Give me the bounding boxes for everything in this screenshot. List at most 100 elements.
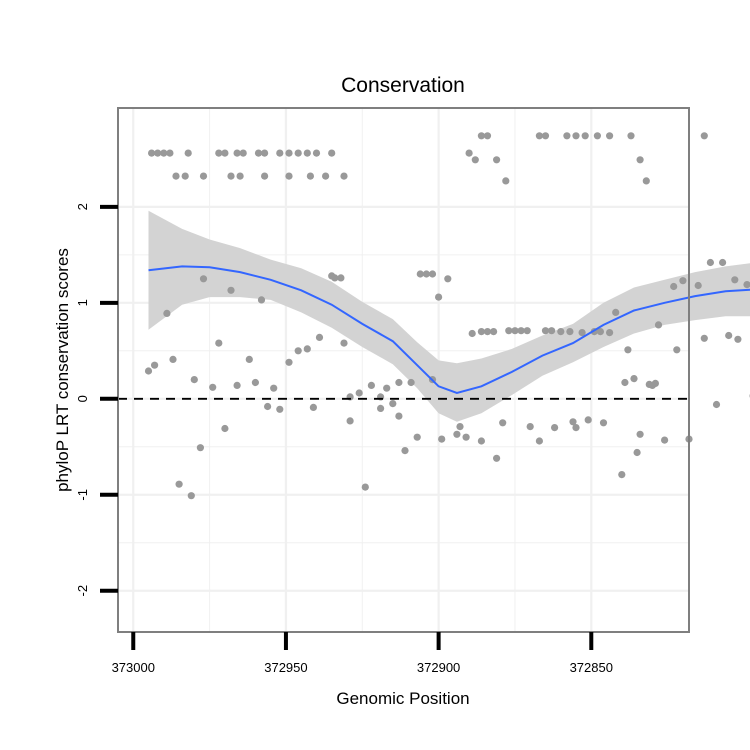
data-point [285, 172, 293, 180]
data-point [264, 402, 272, 411]
data-point [477, 328, 485, 336]
x-tick-label: 372850 [570, 660, 613, 675]
data-point [462, 433, 470, 441]
data-point [187, 492, 195, 500]
data-point [416, 270, 424, 278]
data-point [346, 417, 354, 425]
data-point [731, 276, 739, 284]
data-point [694, 281, 702, 290]
data-point [563, 132, 571, 140]
data-point [566, 328, 574, 336]
data-point [401, 447, 409, 455]
data-point [468, 329, 476, 338]
data-point [199, 275, 208, 283]
data-point [612, 308, 620, 316]
data-point [413, 433, 421, 441]
data-point [144, 367, 153, 375]
y-tick-label: -2 [75, 585, 90, 597]
data-point [315, 333, 324, 341]
data-point [725, 331, 733, 340]
data-point [209, 383, 217, 391]
data-point [227, 286, 235, 294]
x-axis-title: Genomic Position [336, 689, 469, 708]
data-point [261, 172, 269, 180]
data-point [355, 389, 363, 397]
data-point [166, 149, 174, 157]
data-point [215, 339, 223, 347]
data-point [572, 132, 580, 140]
data-point [535, 132, 544, 140]
data-point [572, 424, 580, 432]
data-point [743, 281, 750, 289]
data-point [502, 177, 510, 185]
data-points [144, 132, 750, 500]
data-point [621, 378, 629, 387]
data-point [184, 149, 192, 157]
data-point [630, 375, 638, 383]
data-point [719, 258, 727, 267]
data-point [328, 149, 336, 157]
data-point [306, 172, 314, 180]
x-axis: 373000 372950 372900 372850 [112, 632, 613, 675]
data-point [257, 296, 266, 304]
data-point [160, 149, 168, 157]
data-point [367, 381, 375, 389]
data-point [294, 149, 302, 157]
data-point [606, 329, 614, 337]
data-point [483, 132, 492, 140]
data-point [389, 400, 397, 408]
data-point [511, 327, 519, 335]
data-point [700, 334, 708, 342]
data-point [337, 274, 345, 282]
data-point [636, 430, 644, 438]
data-point [151, 361, 159, 369]
data-point [505, 327, 513, 335]
data-point [456, 423, 464, 431]
data-point [395, 378, 403, 387]
y-tick-label: 1 [75, 299, 90, 306]
data-point [535, 437, 544, 445]
data-point [322, 172, 330, 180]
data-point [661, 436, 669, 444]
data-point [569, 418, 577, 426]
data-point [541, 132, 550, 140]
data-point [312, 149, 321, 157]
data-point [593, 132, 602, 140]
data-point [196, 444, 204, 452]
data-point [221, 424, 229, 433]
data-point [700, 132, 708, 140]
y-axis: -2 -1 0 1 2 [75, 203, 118, 596]
data-point [581, 132, 589, 140]
data-point [584, 416, 592, 424]
y-tick-label: 0 [75, 395, 90, 402]
data-point [261, 149, 269, 157]
data-point [624, 346, 632, 354]
data-point [163, 309, 171, 317]
data-point [627, 132, 635, 140]
data-point [435, 293, 443, 301]
chart-title: Conservation [341, 74, 465, 97]
x-tick-label: 372950 [264, 660, 307, 675]
data-point [633, 448, 641, 457]
data-point [270, 384, 278, 392]
data-point [453, 430, 461, 438]
data-point [557, 328, 565, 336]
data-point [541, 327, 550, 335]
y-tick-label: -1 [75, 489, 90, 501]
data-point [523, 327, 531, 335]
data-point [599, 419, 608, 427]
data-point [734, 335, 742, 343]
panel-border [117, 107, 690, 633]
data-point [465, 149, 473, 157]
data-point [551, 424, 559, 432]
data-point [477, 132, 485, 140]
y-axis-title: phyloP LRT conservation scores [53, 248, 72, 492]
data-point [606, 132, 614, 140]
data-point [395, 412, 403, 420]
data-point [233, 149, 241, 157]
y-tick-label: 2 [75, 203, 90, 210]
data-point [199, 172, 208, 180]
data-point [303, 345, 311, 353]
data-point [377, 404, 385, 412]
